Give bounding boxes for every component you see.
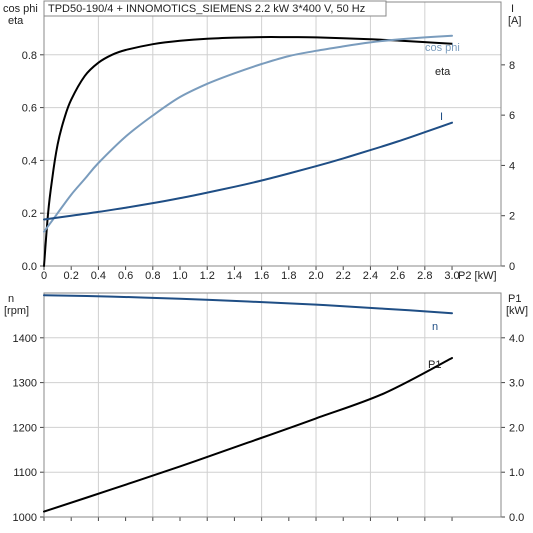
top-x-tick-label: 1.2 [200,270,215,282]
bot-left-tick-label: 1300 [13,378,37,390]
top-right-tick-label: 4 [509,160,515,172]
top-x-tick-label: 1.6 [254,270,269,282]
top-x-tick-label: 2.0 [308,270,323,282]
top-x-tick-label: 1.4 [227,270,242,282]
top-x-tick-labels: 0 0.2 0.4 0.6 0.8 1.0 1.2 1.4 1.6 1.8 2.0 2.2 2.4 2.6… [41,270,460,282]
top-x-tick-label: 2.2 [336,270,351,282]
top-x-tick-label: 1.8 [281,270,296,282]
top-left-tick-labels: 0.0 0.2 0.4 0.6 0.8 [22,50,37,273]
top-x-tick-label: 0.6 [118,270,133,282]
bottom-right-axis-label-line1: P1 [508,293,521,305]
series-line-n [43,294,453,315]
series-label-eta: eta [435,66,451,78]
top-right-tick-label: 6 [509,110,515,122]
top-x-tick-label: 1.0 [172,270,187,282]
top-x-tick-label: 3.0 [444,270,459,282]
top-left-tick-label: 0.2 [22,208,37,220]
bottom-plot-frame [43,292,502,518]
bottom-right-axis-label-line2: [kW] [506,305,528,317]
series-line-p1 [43,357,453,513]
series-line-cos-phi [43,34,453,233]
top-x-tick-label: 0.2 [64,270,79,282]
top-x-tick-label: 2.8 [417,270,432,282]
bot-right-tick-label: 3.0 [509,378,524,390]
top-left-tick-label: 0.6 [22,103,37,115]
top-right-tick-label: 0 [509,261,515,273]
bot-right-tick-label: 2.0 [509,422,524,434]
top-x-tick-label: 0.8 [145,270,160,282]
series-line-i [43,121,453,221]
top-left-tick-label: 0.4 [22,155,37,167]
top-x-tick-label: 2.4 [363,270,378,282]
top-series [43,34,453,267]
series-label-i: I [440,111,443,123]
bot-left-tick-label: 1100 [13,467,37,479]
top-left-axis-label-line1: cos phi [3,3,38,15]
bottom-left-tick-labels: 1000 1100 1200 1300 1400 [13,333,37,524]
bot-left-tick-label: 1000 [13,512,37,524]
bot-right-tick-label: 1.0 [509,467,524,479]
top-right-tick-label: 2 [509,211,515,223]
top-right-axis-label-line1: I [511,3,514,15]
top-x-tick-label: 0 [41,270,47,282]
top-left-tick-label: 0.8 [22,50,37,62]
title-box [43,0,387,17]
bottom-chart-panel: 1000 1100 1200 1300 1400 0.0 1.0 2.0 3.0 4.0 n [… [4,292,528,524]
bottom-left-axis-label-line2: [rpm] [4,305,29,317]
bottom-right-tick-labels: 0.0 1.0 2.0 3.0 4.0 [509,333,524,524]
top-x-axis-label: P2 [kW] [458,270,497,282]
top-left-tick-label: 0.0 [22,261,37,273]
series-label-p1: P1 [428,359,441,371]
top-chart-panel: 0 0.2 0.4 0.6 0.8 1.0 1.2 1.4 1.6 1.8 2.0 2.2 2.4 2.6… [3,0,521,282]
top-left-axis-label-line2: eta [8,15,24,27]
bot-right-tick-label: 0.0 [509,512,524,524]
top-right-tick-label: 8 [509,60,515,72]
series-line-eta [43,36,453,267]
bottom-series [43,294,453,513]
bot-left-tick-label: 1200 [13,422,37,434]
chart-title: TPD50-190/4 + INNOMOTICS_SIEMENS 2.2 kW … [48,3,365,15]
top-right-tick-labels: 0 2 4 6 8 [509,60,515,273]
bot-right-tick-label: 4.0 [509,333,524,345]
series-label-cos-phi: cos phi [425,42,460,54]
top-right-axis-label-line2: [A] [508,15,521,27]
bottom-left-axis-label-line1: n [8,293,14,305]
top-x-tick-label: 2.6 [390,270,405,282]
bot-left-tick-label: 1400 [13,333,37,345]
series-label-n: n [432,321,438,333]
top-x-tick-label: 0.4 [91,270,106,282]
